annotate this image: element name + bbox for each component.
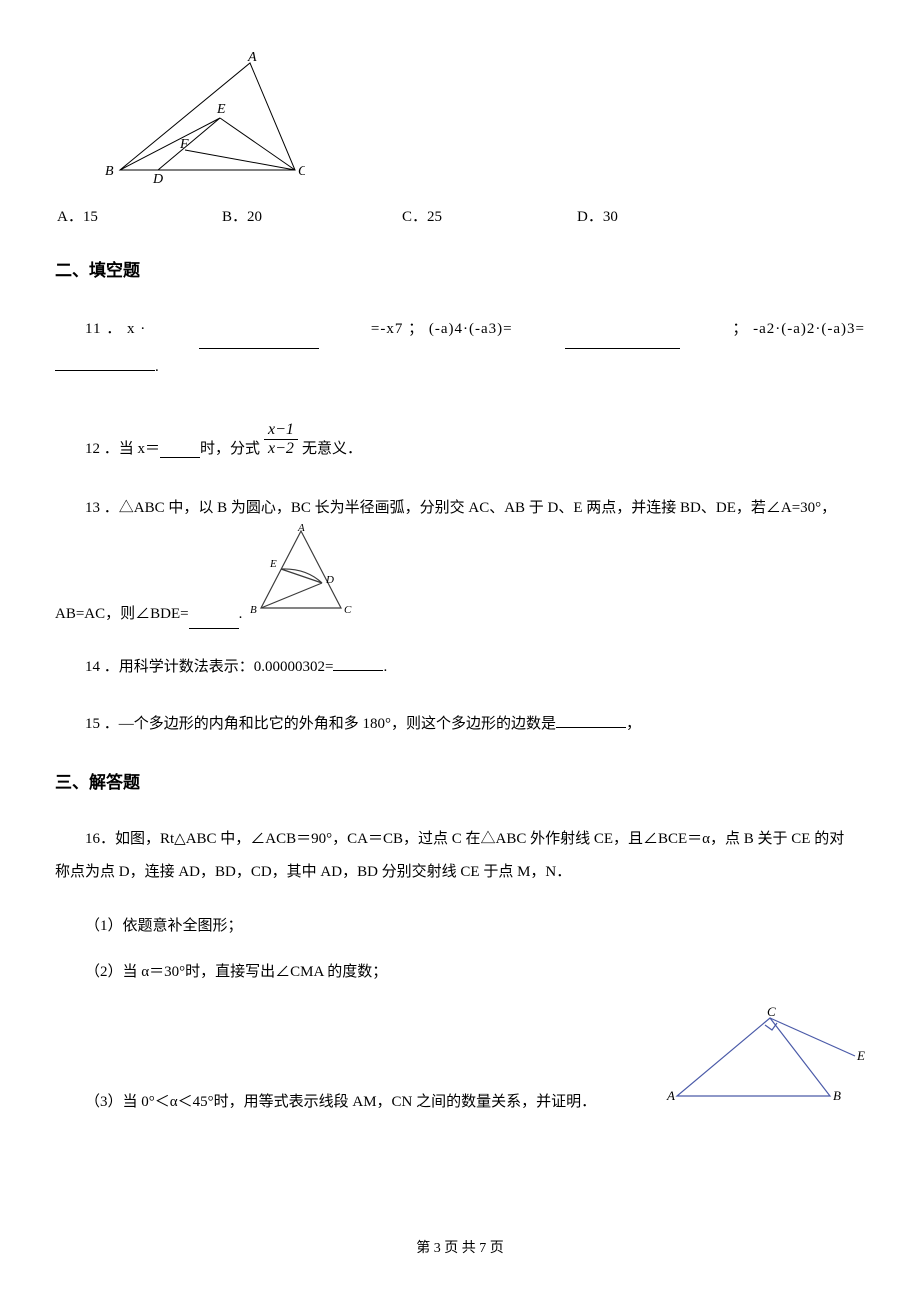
q12-suffix: 无意义．: [302, 437, 362, 458]
figure-1-label-e: E: [216, 102, 226, 117]
figure-2-label-c: C: [344, 604, 352, 616]
q12-prefix: 12 ．当 x＝: [85, 437, 160, 458]
q12-fraction: x−1 x−2: [264, 421, 298, 458]
figure-1: A B C D E F: [85, 50, 865, 190]
figure-3-label-a: A: [666, 1088, 675, 1103]
q11-blank2: [565, 311, 680, 349]
q16-line2: 称点为点 D，连接 AD，BD，CD，其中 AD，BD 分别交射线 CE 于点 …: [55, 856, 865, 889]
q15-suffix: ，: [626, 716, 641, 732]
question-13: 13 ．△ABC 中，以 B 为圆心，BC 长为半径画弧，分别交 AC、AB 于…: [55, 493, 865, 629]
q16-sub3: （3）当 0°＜α＜45°时，用等式表示线段 AM，CN 之间的数量关系，并证明…: [85, 1090, 655, 1111]
question-12: 12 ．当 x＝ 时，分式 x−1 x−2 无意义．: [85, 421, 865, 458]
question-16: 16．如图，Rt△ABC 中，∠ACB＝90°，CA＝CB，过点 C 在△ABC…: [55, 823, 865, 889]
q12-mid: 时，分式: [200, 437, 260, 458]
q14-blank: [333, 670, 383, 671]
figure-3-label-e: E: [856, 1048, 865, 1063]
figure-3-label-c: C: [767, 1006, 776, 1019]
q12-frac-num: x−1: [264, 421, 298, 440]
figure-1-label-d: D: [152, 172, 163, 185]
option-d: D．30: [577, 205, 618, 226]
question-11: 11 ． x · =-x7 ； (-a)4·(-a3)= ； -a2·(-a)2…: [55, 311, 865, 386]
figure-2-label-b: B: [250, 604, 257, 616]
q11-part1a: 11 ． x ·: [85, 311, 146, 349]
q12-frac-den: x−2: [264, 440, 298, 458]
section-2-header: 二、填空题: [55, 256, 865, 281]
q16-sub1: （1）依题意补全图形；: [85, 914, 865, 935]
figure-2-label-e: E: [269, 558, 277, 570]
q13-blank: [189, 628, 239, 629]
q11-part2b: .: [155, 359, 160, 375]
option-b: B．20: [222, 205, 402, 226]
q11-blank3: [55, 370, 155, 371]
figure-1-label-a: A: [247, 50, 257, 65]
option-c: C．25: [402, 205, 577, 226]
q13-line2a: AB=AC，则∠BDE=: [55, 599, 189, 629]
q13-line1: 13 ．△ABC 中，以 B 为圆心，BC 长为半径画弧，分别交 AC、AB 于…: [85, 493, 865, 523]
q12-blank: [160, 457, 200, 458]
options-row: A．15 B．20 C．25 D．30: [57, 205, 865, 226]
question-15: 15 ．—个多边形的内角和比它的外角和多 180°，则这个多边形的边数是 ，: [85, 711, 865, 738]
figure-2-label-d: D: [325, 574, 334, 586]
figure-3: A B C E: [665, 1006, 865, 1111]
q16-line1: 16．如图，Rt△ABC 中，∠ACB＝90°，CA＝CB，过点 C 在△ABC…: [85, 831, 844, 847]
figure-2-label-a: A: [297, 523, 305, 534]
q11-blank1: [199, 311, 319, 349]
page-footer: 第 3 页 共 7 页: [0, 1237, 920, 1257]
question-14: 14 ．用科学计数法表示：0.00000302=.: [85, 654, 865, 681]
figure-3-label-b: B: [833, 1088, 841, 1103]
q16-sub3-row: （3）当 0°＜α＜45°时，用等式表示线段 AM，CN 之间的数量关系，并证明…: [55, 1006, 865, 1111]
q14-prefix: 14 ．用科学计数法表示：0.00000302=: [85, 659, 333, 675]
figure-1-label-c: C: [298, 164, 305, 179]
figure-2: A B C D E: [246, 523, 356, 629]
q11-part1c: ； -a2·(-a)2·(-a)3=: [732, 311, 865, 349]
q16-sub2: （2）当 α＝30°时，直接写出∠CMA 的度数；: [85, 960, 865, 981]
option-a: A．15: [57, 205, 222, 226]
q15-blank: [556, 727, 626, 728]
q14-suffix: .: [383, 659, 387, 675]
figure-1-label-b: B: [105, 164, 114, 179]
q11-part1b: =-x7 ； (-a)4·(-a3)=: [371, 311, 513, 349]
q13-line2b: .: [239, 599, 243, 629]
section-3-header: 三、解答题: [55, 768, 865, 793]
figure-1-label-f: F: [179, 137, 189, 152]
q15-prefix: 15 ．—个多边形的内角和比它的外角和多 180°，则这个多边形的边数是: [85, 716, 556, 732]
